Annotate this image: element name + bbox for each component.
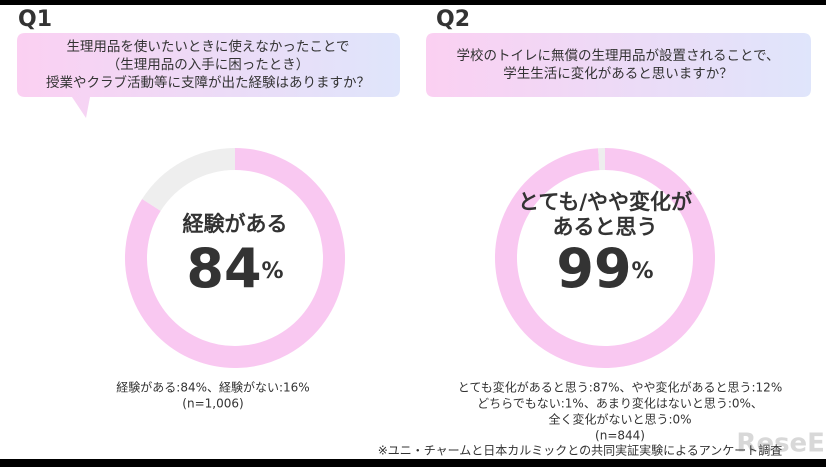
note: とても変化があると思う:87%、やや変化があると思う:12%: [458, 380, 782, 395]
center-label: とても/やや変化が: [518, 190, 692, 214]
center-value: 99%: [556, 237, 653, 300]
note: どちらでもない:1%、あまり変化はないと思う:0%、: [477, 396, 763, 411]
question-text: 生理用品を使いたいときに使えなかったことで: [66, 38, 349, 55]
center-label: あると思う: [553, 215, 658, 239]
center-value-number: 84: [186, 237, 261, 300]
question-text: 学校のトイレに無償の生理用品が設置されることで、: [456, 47, 779, 64]
note: 経験がある:84%、経験がない:16%: [116, 380, 309, 395]
center-value-number: 99: [556, 237, 631, 300]
question-text: 授業やクラブ活動等に支障が出た経験はありますか？: [46, 74, 370, 91]
center-value: 84%: [186, 237, 283, 300]
question-label: Q1: [18, 7, 52, 32]
note: 全く変化がないと思う:0%: [548, 412, 691, 427]
question-text: 学生生活に変化があると思いますか？: [503, 65, 733, 82]
top-bar: [0, 0, 826, 5]
center-value-unit: %: [632, 259, 654, 284]
note: (n=1,006): [182, 397, 243, 411]
donut-segment: [125, 148, 345, 368]
question-text: （生理用品の入手に困ったとき）: [107, 57, 310, 73]
center-value-unit: %: [262, 259, 284, 284]
donut-segment: [495, 148, 715, 368]
bottom-bar: [0, 459, 826, 467]
footnote: ※ユニ・チャームと日本カルミックとの共同実証実験によるアンケート調査: [378, 443, 783, 458]
note: (n=844): [595, 429, 645, 443]
center-label: 経験がある: [183, 212, 288, 236]
donut-segment: [142, 148, 236, 212]
watermark: ReseEd: [736, 429, 826, 459]
speech-bubble: [17, 33, 400, 118]
speech-bubble: [426, 33, 811, 97]
question-label: Q2: [436, 7, 470, 32]
